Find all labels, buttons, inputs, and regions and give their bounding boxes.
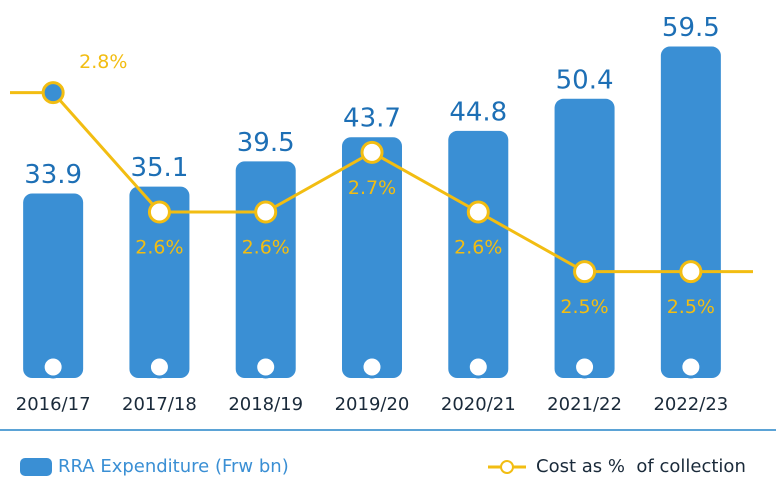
- legend-swatch: [500, 460, 514, 474]
- bar: [235, 161, 296, 378]
- line-value-label: 2.8%: [79, 51, 127, 73]
- bar-knob: [573, 355, 597, 379]
- bar-value-label: 39.5: [237, 128, 295, 158]
- bar-knob: [360, 355, 384, 379]
- bar: [660, 46, 721, 379]
- line-value-label: 2.7%: [348, 177, 396, 199]
- bar-knob: [254, 355, 278, 379]
- line-point: [41, 81, 65, 105]
- line-point: [466, 200, 490, 224]
- bar-knob: [466, 355, 490, 379]
- x-tick-label: 2019/20: [335, 394, 410, 415]
- x-tick-label: 2017/18: [122, 394, 197, 415]
- bar-value-label: 59.5: [662, 13, 720, 43]
- x-tick-label: 2020/21: [441, 394, 516, 415]
- legend-label: RRA Expenditure (Frw bn): [58, 456, 289, 477]
- line-value-label: 2.5%: [667, 296, 715, 318]
- line-point: [254, 200, 278, 224]
- bar: [554, 98, 615, 378]
- bar-value-label: 43.7: [343, 104, 401, 134]
- line-point: [147, 200, 171, 224]
- x-tick-label: 2022/23: [653, 394, 728, 415]
- x-tick-label: 2016/17: [16, 394, 91, 415]
- line-value-label: 2.6%: [242, 237, 290, 259]
- bar-value-label: 33.9: [24, 160, 82, 190]
- bar-value-label: 35.1: [130, 153, 188, 183]
- bar-knob: [679, 355, 703, 379]
- line-point: [679, 260, 703, 284]
- bar-knob: [41, 355, 65, 379]
- bar: [448, 130, 509, 378]
- legend-label: Cost as % of collection: [536, 456, 746, 477]
- bar: [23, 193, 84, 378]
- line-value-label: 2.6%: [135, 237, 183, 259]
- legend-swatch: [20, 458, 52, 476]
- bar-knob: [147, 355, 171, 379]
- line-value-label: 2.5%: [560, 296, 608, 318]
- x-tick-label: 2018/19: [228, 394, 303, 415]
- line-value-label: 2.6%: [454, 237, 502, 259]
- x-tick-label: 2021/22: [547, 394, 622, 415]
- line-point: [360, 140, 384, 164]
- bar-value-label: 44.8: [449, 97, 507, 127]
- line-point: [573, 260, 597, 284]
- bar: [129, 186, 190, 378]
- bar-value-label: 50.4: [556, 65, 614, 95]
- bar: [342, 137, 402, 378]
